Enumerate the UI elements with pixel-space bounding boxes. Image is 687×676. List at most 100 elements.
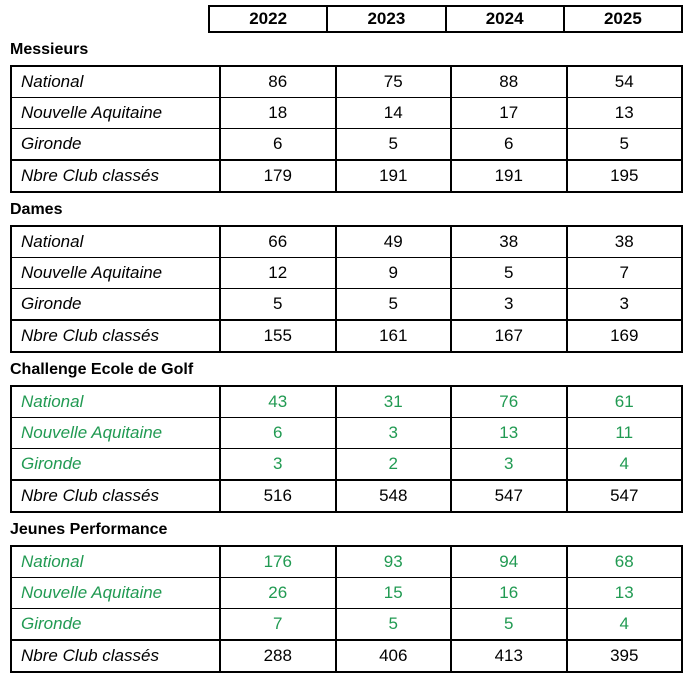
value-cell: 5 (334, 288, 452, 321)
value-cell: 18 (219, 97, 337, 129)
value-cell: 6 (219, 417, 337, 449)
value-cell: 406 (334, 639, 452, 673)
value-cell: 4 (565, 608, 683, 641)
table-row: National 176 93 94 68 (10, 545, 683, 578)
section-table: National 86 75 88 54 Nouvelle Aquitaine 18 14 17… (10, 65, 683, 193)
table-row: Nouvelle Aquitaine 18 14 17 13 (10, 97, 683, 129)
value-cell: 191 (334, 159, 452, 193)
value-cell: 5 (450, 257, 568, 289)
year-header-cell: 2022 (207, 5, 329, 33)
value-cell: 76 (450, 385, 568, 418)
value-cell: 13 (565, 577, 683, 609)
table-row: Nbre Club classés 516 548 547 547 (10, 479, 683, 513)
table-row: Nbre Club classés 179 191 191 195 (10, 159, 683, 193)
value-cell: 2 (334, 448, 452, 481)
value-cell: 169 (565, 319, 683, 353)
value-cell: 15 (334, 577, 452, 609)
section-title: Dames (10, 201, 63, 218)
table-row: National 86 75 88 54 (10, 65, 683, 98)
value-cell: 13 (565, 97, 683, 129)
row-label: Nouvelle Aquitaine (10, 417, 221, 449)
value-cell: 88 (450, 65, 568, 98)
value-cell: 7 (565, 257, 683, 289)
section-table: National 43 31 76 61 Nouvelle Aquitaine 6 3 13 11… (10, 385, 683, 513)
value-cell: 161 (334, 319, 452, 353)
value-cell: 5 (334, 608, 452, 641)
row-label: Nouvelle Aquitaine (10, 257, 221, 289)
value-cell: 68 (565, 545, 683, 578)
section: Messieurs National 86 75 88 54 Nouvelle Aquit… (10, 40, 683, 193)
table-row: Nouvelle Aquitaine 6 3 13 11 (10, 417, 683, 449)
value-cell: 195 (565, 159, 683, 193)
table-row: Nouvelle Aquitaine 26 15 16 13 (10, 577, 683, 609)
year-header-table: 2022 2023 2024 2025 (207, 5, 684, 33)
value-cell: 6 (450, 128, 568, 161)
year-header-cell: 2025 (562, 5, 684, 33)
value-cell: 3 (219, 448, 337, 481)
value-cell: 179 (219, 159, 337, 193)
value-cell: 5 (450, 608, 568, 641)
value-cell: 395 (565, 639, 683, 673)
year-header-cell: 2023 (326, 5, 447, 33)
row-label: Nbre Club classés (10, 639, 221, 673)
section: Dames National 66 49 38 38 Nouvelle Aquitaine… (10, 200, 683, 353)
value-cell: 516 (219, 479, 337, 513)
value-cell: 86 (219, 65, 337, 98)
value-cell: 11 (565, 417, 683, 449)
value-cell: 31 (334, 385, 452, 418)
value-cell: 548 (334, 479, 452, 513)
value-cell: 49 (334, 225, 452, 258)
row-label: Nbre Club classés (10, 479, 221, 513)
value-cell: 54 (565, 65, 683, 98)
value-cell: 17 (450, 97, 568, 129)
value-cell: 26 (219, 577, 337, 609)
value-cell: 13 (450, 417, 568, 449)
year-header-row: 2022 2023 2024 2025 (207, 5, 684, 33)
sections-container: Messieurs National 86 75 88 54 Nouvelle Aquit… (10, 40, 683, 673)
row-label: Gironde (10, 288, 221, 321)
row-label: Nouvelle Aquitaine (10, 577, 221, 609)
section-table: National 66 49 38 38 Nouvelle Aquitaine 12 9 5 7 G… (10, 225, 683, 353)
row-label: Gironde (10, 448, 221, 481)
value-cell: 3 (565, 288, 683, 321)
table-row: Gironde 5 5 3 3 (10, 288, 683, 321)
value-cell: 5 (565, 128, 683, 161)
value-cell: 38 (450, 225, 568, 258)
section-title: Jeunes Performance (10, 521, 168, 538)
section-title: Messieurs (10, 41, 89, 58)
value-cell: 547 (565, 479, 683, 513)
row-label: Nbre Club classés (10, 319, 221, 353)
value-cell: 3 (450, 448, 568, 481)
value-cell: 94 (450, 545, 568, 578)
row-label: Gironde (10, 128, 221, 161)
table-row: National 66 49 38 38 (10, 225, 683, 258)
value-cell: 66 (219, 225, 337, 258)
row-label: National (10, 545, 221, 578)
section-table: National 176 93 94 68 Nouvelle Aquitaine 26 15 1… (10, 545, 683, 673)
value-cell: 3 (334, 417, 452, 449)
row-label: National (10, 65, 221, 98)
row-label: Nbre Club classés (10, 159, 221, 193)
section: Challenge Ecole de Golf National 43 31 76 61… (10, 360, 683, 513)
row-label: National (10, 385, 221, 418)
value-cell: 547 (450, 479, 568, 513)
value-cell: 413 (450, 639, 568, 673)
value-cell: 3 (450, 288, 568, 321)
value-cell: 9 (334, 257, 452, 289)
value-cell: 7 (219, 608, 337, 641)
row-label: National (10, 225, 221, 258)
value-cell: 5 (219, 288, 337, 321)
table-row: National 43 31 76 61 (10, 385, 683, 418)
table-row: Nbre Club classés 288 406 413 395 (10, 639, 683, 673)
value-cell: 93 (334, 545, 452, 578)
value-cell: 176 (219, 545, 337, 578)
section: Jeunes Performance National 176 93 94 68 Nouv… (10, 520, 683, 673)
value-cell: 155 (219, 319, 337, 353)
value-cell: 14 (334, 97, 452, 129)
table-row: Gironde 6 5 6 5 (10, 128, 683, 161)
section-title: Challenge Ecole de Golf (10, 361, 194, 378)
value-cell: 16 (450, 577, 568, 609)
value-cell: 191 (450, 159, 568, 193)
value-cell: 4 (565, 448, 683, 481)
row-label: Nouvelle Aquitaine (10, 97, 221, 129)
